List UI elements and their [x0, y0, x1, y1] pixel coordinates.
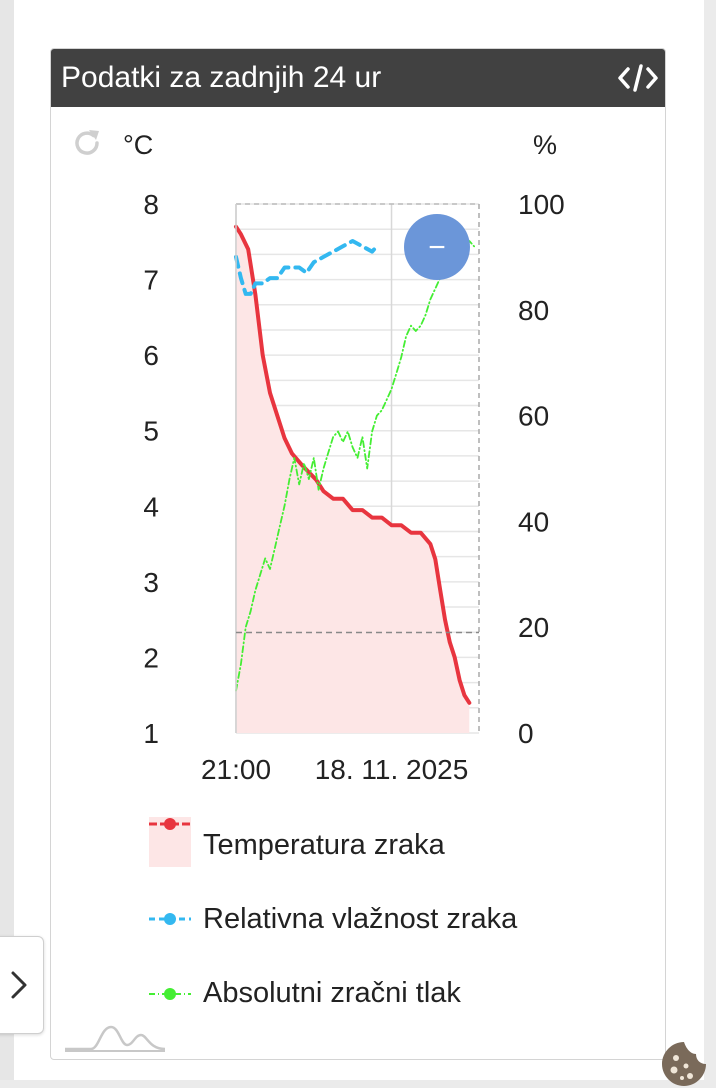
side-panel-toggle[interactable]: [0, 936, 44, 1034]
right-axis-tick-label: 80: [518, 295, 549, 326]
left-axis-tick-label: 4: [143, 491, 159, 522]
x-axis-tick-label: 21:00: [201, 754, 271, 785]
left-axis-tick-label: 2: [143, 642, 159, 673]
right-axis-tick-label: 40: [518, 506, 549, 537]
left-axis-unit: °C: [123, 130, 154, 160]
right-axis-tick-label: 60: [518, 401, 549, 432]
legend-item-humidity[interactable]: Relativna vlažnost zraka: [147, 889, 627, 949]
legend-item-temperature[interactable]: Temperatura zraka: [147, 815, 627, 875]
logo-icon: [65, 1025, 166, 1052]
series-line-pressure: [235, 240, 475, 692]
series-line-humidity: [234, 239, 379, 296]
code-icon[interactable]: [617, 61, 659, 95]
left-axis-tick-label: 7: [143, 265, 159, 296]
cookie-icon[interactable]: [660, 1040, 708, 1088]
x-axis-tick-label: 18. 11. 2025: [315, 754, 469, 785]
chevron-right-icon: [11, 971, 27, 999]
widget-header: Podatki za zadnjih 24 ur: [51, 49, 665, 107]
chart-svg: 8 7 6 5 4 3 2 1 100 80 60 40 20 0 21:00 18. 11. 2025 −: [143, 189, 565, 785]
right-axis-tick-label: 0: [518, 718, 534, 749]
left-axis-tick-label: 5: [143, 416, 159, 447]
series-area-temperature: [236, 226, 470, 733]
right-axis-tick-label: 20: [518, 612, 549, 643]
left-axis-tick-label: 8: [143, 189, 159, 220]
widget-title: Podatki za zadnjih 24 ur: [61, 61, 382, 94]
legend-item-pressure[interactable]: Absolutni zračni tlak: [147, 963, 627, 1023]
legend-label-pressure: Absolutni zračni tlak: [203, 977, 461, 1009]
legend-swatch-pressure: [149, 988, 191, 1000]
zoom-out-button[interactable]: −: [404, 214, 470, 280]
right-axis-tick-label: 100: [518, 189, 565, 220]
zoom-button-circle: [404, 214, 470, 280]
legend-swatch-humidity: [149, 913, 191, 925]
series-line-temperature: [234, 224, 472, 705]
zoom-button-label: −: [428, 231, 446, 264]
legend-label-humidity: Relativna vlažnost zraka: [203, 903, 518, 935]
right-axis-unit: %: [533, 130, 558, 160]
left-axis-tick-label: 1: [143, 718, 159, 749]
weather-widget: Podatki za zadnjih 24 ur °C % 8 7 6 5 4 3 2 1 10…: [50, 48, 666, 1060]
legend-swatch-temperature: [149, 817, 191, 867]
left-axis-tick-label: 3: [143, 567, 159, 598]
refresh-icon[interactable]: [71, 127, 103, 159]
legend-label-temperature: Temperatura zraka: [203, 829, 445, 861]
page-edge: [0, 0, 14, 1080]
left-axis-tick-label: 6: [143, 340, 159, 371]
